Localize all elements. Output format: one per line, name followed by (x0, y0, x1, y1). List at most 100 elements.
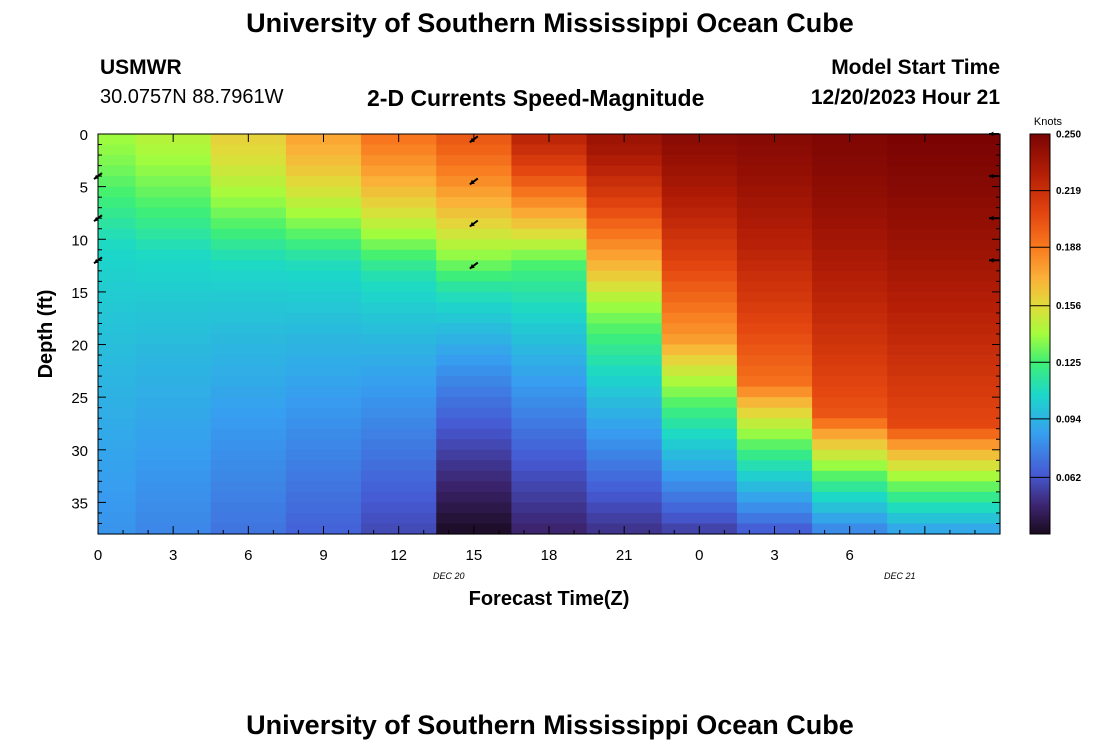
heatmap-cell (586, 460, 663, 472)
heatmap-cell (661, 239, 738, 251)
heatmap-cell (361, 334, 437, 346)
heatmap-cell (661, 470, 738, 482)
x-tick-label: 18 (541, 547, 558, 564)
heatmap-cell (436, 249, 513, 261)
heatmap-cell (736, 460, 813, 472)
heatmap-cell (361, 239, 437, 251)
heatmap-cell (98, 207, 137, 219)
heatmap-cell (98, 281, 137, 293)
heatmap-cell (135, 386, 212, 398)
heatmap-cell (511, 428, 588, 440)
heatmap-cell (586, 491, 663, 504)
heatmap-cell (436, 460, 513, 472)
heatmap-cell (135, 512, 212, 525)
heatmap-cell (661, 312, 738, 325)
heatmap-cell (511, 323, 588, 335)
heatmap-cell (586, 323, 663, 335)
heatmap-cell (210, 334, 287, 346)
heatmap-cell (736, 481, 813, 493)
heatmap-cell (98, 397, 137, 409)
heatmap-cell (736, 323, 813, 335)
heatmap-cell (361, 323, 437, 335)
heatmap-cell (661, 165, 738, 177)
heatmap-cell (812, 407, 888, 419)
heatmap-cell (511, 502, 588, 514)
heatmap-cell (887, 291, 1001, 304)
heatmap-cell (887, 239, 1001, 251)
heatmap-cell (661, 281, 738, 293)
heatmap-cell (586, 376, 663, 388)
heatmap-cell (661, 428, 738, 440)
heatmap-cell (98, 376, 137, 388)
heatmap-cell (98, 312, 137, 325)
heatmap-cell (736, 218, 813, 230)
heatmap-cell (887, 344, 1001, 356)
model-start-label: Model Start Time (831, 56, 1000, 79)
heatmap-cell (812, 481, 888, 493)
heatmap-cell (661, 197, 738, 209)
heatmap-cell (511, 176, 588, 188)
heatmap-cell (511, 312, 588, 325)
heatmap-cell (98, 386, 137, 398)
heatmap-cell (511, 249, 588, 261)
heatmap-cell (586, 344, 663, 356)
heatmap-cell (661, 439, 738, 451)
heatmap-cell (210, 439, 287, 451)
heatmap-cell (736, 239, 813, 251)
heatmap-cell (285, 155, 362, 167)
heatmap-cell (285, 186, 362, 198)
heatmap-cell (210, 512, 287, 525)
heatmap-cell (812, 176, 888, 188)
heatmap-cell (436, 239, 513, 251)
heatmap-cell (210, 502, 287, 514)
heatmap-cell (98, 228, 137, 240)
x-tick-label: 3 (169, 547, 177, 564)
heatmap-cell (887, 523, 1001, 535)
heatmap-cell (812, 334, 888, 346)
heatmap-cell (361, 449, 437, 461)
heatmap-cell (436, 365, 513, 377)
heatmap-cell (361, 460, 437, 472)
heatmap-cell (661, 291, 738, 304)
heatmap-cell (586, 470, 663, 482)
page-title-repeat: University of Southern Mississippi Ocean… (246, 710, 854, 740)
heatmap-cell (361, 470, 437, 482)
heatmap-cell (511, 260, 588, 272)
heatmap-cell (661, 365, 738, 377)
heatmap-cell (285, 449, 362, 461)
heatmap-cell (736, 355, 813, 367)
heatmap-cell (586, 428, 663, 440)
heatmap-cell (736, 155, 813, 167)
heatmap-cell (436, 186, 513, 198)
heatmap-cell (586, 512, 663, 525)
heatmap-cell (887, 355, 1001, 367)
heatmap-cell (887, 334, 1001, 346)
heatmap-cell (436, 207, 513, 219)
heatmap-cell (736, 376, 813, 388)
heatmap-cell (98, 523, 137, 535)
heatmap-cell (98, 291, 137, 304)
heatmap-cell (736, 439, 813, 451)
heatmap-cell (511, 355, 588, 367)
heatmap-cell (887, 491, 1001, 504)
heatmap-cell (812, 239, 888, 251)
heatmap-cell (661, 418, 738, 430)
heatmap-cell (661, 460, 738, 472)
heatmap-cell (210, 449, 287, 461)
heatmap-cell (586, 302, 663, 314)
heatmap-cell (887, 134, 1001, 146)
heatmap-cell (511, 439, 588, 451)
heatmap-cell (887, 460, 1001, 472)
date-label: DEC 20 (433, 571, 465, 581)
heatmap-cell (436, 418, 513, 430)
heatmap-cell (812, 344, 888, 356)
heatmap-cell (812, 312, 888, 325)
heatmap-cell (586, 407, 663, 419)
heatmap-cell (586, 197, 663, 209)
heatmap-cell (586, 218, 663, 230)
heatmap-cell (285, 281, 362, 293)
heatmap-cell (135, 407, 212, 419)
heatmap-cell (210, 355, 287, 367)
heatmap-cell (210, 176, 287, 188)
heatmap-cell (586, 186, 663, 198)
